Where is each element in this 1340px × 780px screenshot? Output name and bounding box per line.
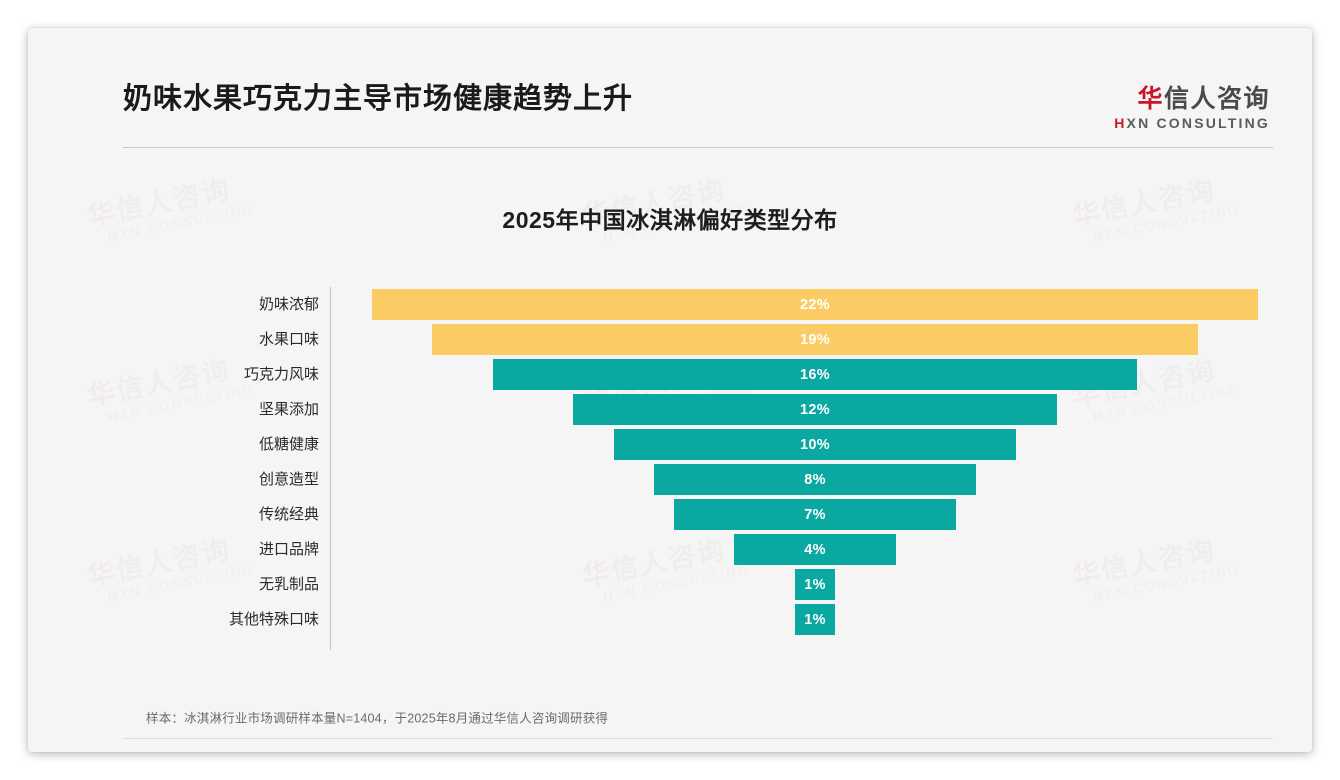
chart-bar[interactable]: 4% <box>734 534 896 565</box>
chart-row: 奶味浓郁 22% <box>123 287 1273 322</box>
chart-row: 无乳制品 1% <box>123 567 1273 602</box>
chart-category-label: 坚果添加 <box>258 401 319 418</box>
chart-category-label: 进口品牌 <box>258 541 319 558</box>
chart-bar[interactable]: 1% <box>794 569 836 600</box>
chart-row: 进口品牌 4% <box>123 532 1273 567</box>
chart-category-label: 水果口味 <box>258 331 319 348</box>
chart-bar-value: 10% <box>800 436 830 453</box>
chart-category-label: 创意造型 <box>258 471 319 488</box>
chart-bar[interactable]: 16% <box>492 359 1138 390</box>
chart-title: 2025年中国冰淇淋偏好类型分布 <box>502 207 838 233</box>
chart-category-label: 传统经典 <box>258 506 319 523</box>
chart-category-label: 奶味浓郁 <box>258 296 319 313</box>
chart-bar[interactable]: 19% <box>432 324 1198 355</box>
brand-logo-cn-red: 华 <box>1137 85 1164 113</box>
chart-bar[interactable]: 22% <box>372 289 1258 320</box>
chart-bar-value: 22% <box>800 296 830 313</box>
chart-bar-value: 19% <box>800 331 830 348</box>
funnel-bar-chart: 奶味浓郁 22% 水果口味 19% 巧克力风味 16% 坚果添加 12% 低糖健康 10% 创意造型… <box>123 268 1273 663</box>
chart-bar[interactable]: 7% <box>674 499 956 530</box>
chart-bar-value: 1% <box>804 611 826 628</box>
chart-category-label: 巧克力风味 <box>243 366 319 383</box>
slide-card: 华信人咨询 HXN CONSULTING 华信人咨询 HXN CONSULTING 华信… <box>28 28 1312 752</box>
header-divider <box>123 147 1273 148</box>
chart-bar[interactable]: 8% <box>653 464 977 495</box>
brand-logo-cn-rest: 信人咨询 <box>1163 85 1270 113</box>
brand-logo-en-red: H <box>1114 115 1127 132</box>
chart-bar[interactable]: 12% <box>573 394 1057 425</box>
chart-row: 低糖健康 10% <box>123 427 1273 462</box>
chart-bar-value: 1% <box>804 576 826 593</box>
slide-header: 奶味水果巧克力主导市场健康趋势上升 华信人咨询 HXN CONSULTING <box>28 28 1312 148</box>
chart-bar-value: 7% <box>804 506 826 523</box>
chart-row: 坚果添加 12% <box>123 392 1273 427</box>
page-title: 奶味水果巧克力主导市场健康趋势上升 <box>123 83 634 115</box>
chart-row: 创意造型 8% <box>123 462 1273 497</box>
chart-row: 巧克力风味 16% <box>123 357 1273 392</box>
brand-logo-cn: 华信人咨询 <box>1114 86 1270 112</box>
chart-bar-value: 8% <box>804 471 826 488</box>
chart-bar-value: 12% <box>800 401 830 418</box>
chart-row: 其他特殊口味 1% <box>123 602 1273 637</box>
brand-logo-en-rest: XN CONSULTING <box>1126 115 1270 132</box>
chart-bar-value: 16% <box>800 366 830 383</box>
chart-category-label: 其他特殊口味 <box>228 611 319 628</box>
brand-logo-en: HXN CONSULTING <box>1114 116 1270 130</box>
footer-divider <box>123 738 1273 739</box>
sample-note: 样本：冰淇淋行业市场调研样本量N=1404，于2025年8月通过华信人咨询调研获… <box>146 711 609 726</box>
chart-axis-line <box>330 287 331 650</box>
chart-bar-value: 4% <box>804 541 826 558</box>
chart-row: 水果口味 19% <box>123 322 1273 357</box>
brand-logo: 华信人咨询 HXN CONSULTING <box>1114 86 1270 130</box>
chart-category-label: 低糖健康 <box>258 436 319 453</box>
chart-bar[interactable]: 10% <box>613 429 1017 460</box>
chart-bar[interactable]: 1% <box>794 604 836 635</box>
chart-category-label: 无乳制品 <box>258 576 319 593</box>
chart-row: 传统经典 7% <box>123 497 1273 532</box>
